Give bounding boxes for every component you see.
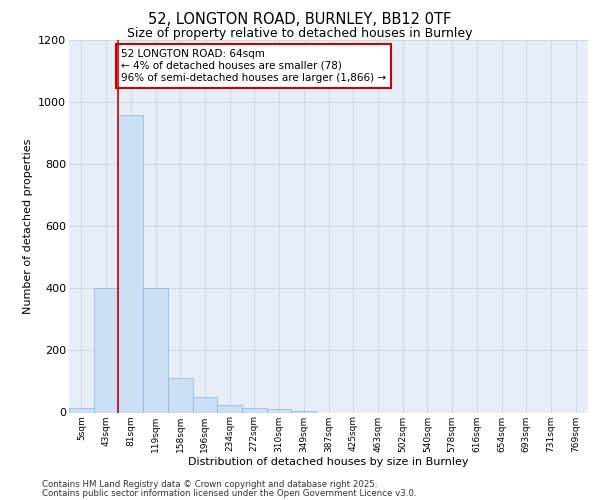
Bar (118, 114, 143, 412)
Bar (267, 410, 292, 412)
Bar (69, 408, 94, 412)
Text: Size of property relative to detached houses in Burnley: Size of property relative to detached ho… (127, 28, 473, 40)
Bar (94, 288, 118, 412)
Bar (292, 411, 316, 412)
Text: 52, LONGTON ROAD, BURNLEY, BB12 0TF: 52, LONGTON ROAD, BURNLEY, BB12 0TF (148, 12, 452, 28)
Bar (143, 288, 168, 412)
Bar (193, 397, 217, 412)
Text: Contains HM Land Registry data © Crown copyright and database right 2025.: Contains HM Land Registry data © Crown c… (42, 480, 377, 489)
Text: Contains public sector information licensed under the Open Government Licence v3: Contains public sector information licen… (42, 488, 416, 498)
Bar (217, 404, 242, 412)
Bar (168, 378, 193, 412)
Y-axis label: Number of detached properties: Number of detached properties (23, 138, 32, 314)
Bar (242, 408, 267, 412)
X-axis label: Distribution of detached houses by size in Burnley: Distribution of detached houses by size … (188, 457, 469, 467)
Text: 52 LONGTON ROAD: 64sqm
← 4% of detached houses are smaller (78)
96% of semi-deta: 52 LONGTON ROAD: 64sqm ← 4% of detached … (121, 50, 386, 82)
